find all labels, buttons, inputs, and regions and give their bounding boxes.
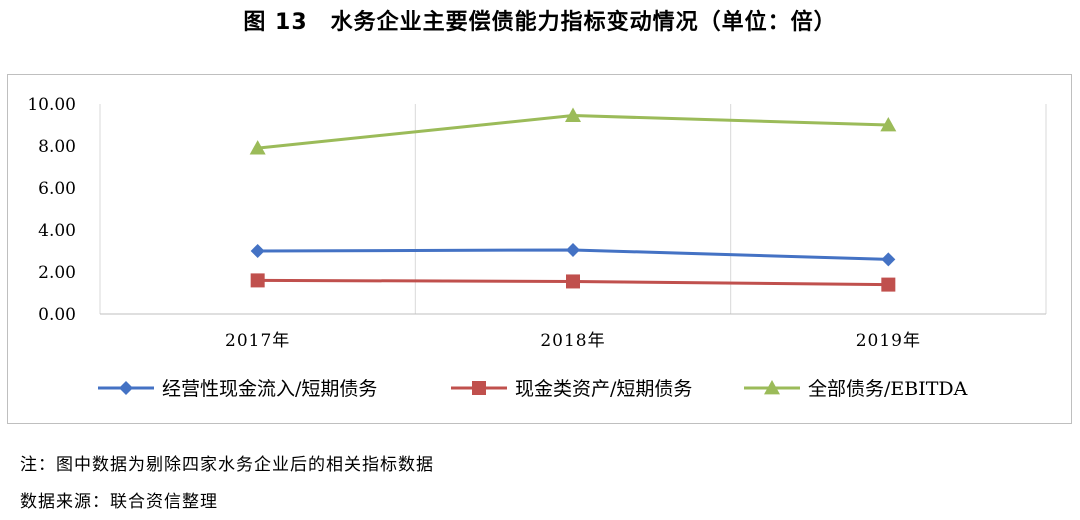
data-point <box>250 273 265 288</box>
legend-label: 全部债务/EBITDA <box>808 378 968 400</box>
legend-label: 现金类资产/短期债务 <box>515 378 692 400</box>
chart-note: 注：图中数据为剔除四家水务企业后的相关指标数据 <box>20 455 434 475</box>
legend-marker <box>119 381 133 395</box>
y-tick-label: 8.00 <box>38 137 76 157</box>
y-tick-label: 4.00 <box>38 221 76 241</box>
data-point <box>881 277 896 292</box>
data-point <box>565 107 581 122</box>
chart-title: 图 13 水务企业主要偿债能力指标变动情况（单位：倍） <box>243 10 837 35</box>
data-point <box>566 242 580 257</box>
y-tick-label: 10.00 <box>27 95 76 115</box>
legend-label: 经营性现金流入/短期债务 <box>162 378 377 400</box>
y-tick-label: 6.00 <box>38 179 76 199</box>
data-point <box>250 244 265 258</box>
data-point <box>881 252 896 267</box>
data-point <box>880 117 897 132</box>
chart-frame <box>7 74 1072 424</box>
x-tick-label: 2019年 <box>856 331 921 351</box>
legend-marker <box>764 380 780 395</box>
x-tick-label: 2017年 <box>225 331 290 351</box>
data-source: 数据来源：联合资信整理 <box>20 492 218 512</box>
data-point <box>566 274 580 289</box>
y-tick-label: 2.00 <box>38 263 76 283</box>
legend-marker <box>472 381 486 395</box>
x-tick-label: 2018年 <box>540 331 605 351</box>
data-point <box>249 140 266 155</box>
y-tick-label: 0.00 <box>38 305 76 325</box>
